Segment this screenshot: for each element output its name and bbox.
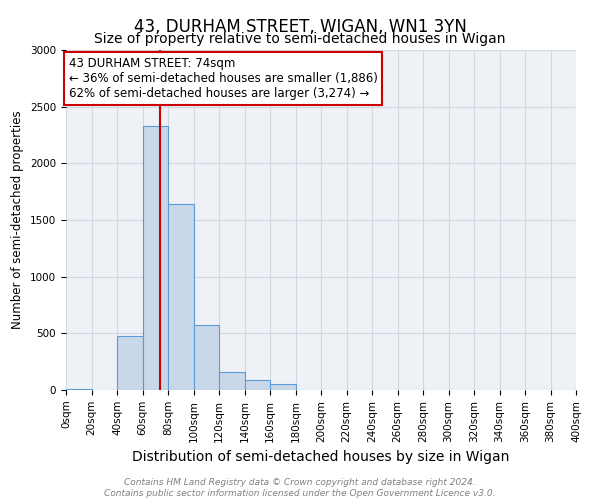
- Bar: [270, 384, 296, 390]
- Text: 43, DURHAM STREET, WIGAN, WN1 3YN: 43, DURHAM STREET, WIGAN, WN1 3YN: [134, 18, 466, 36]
- Bar: [219, 372, 245, 390]
- Text: Contains HM Land Registry data © Crown copyright and database right 2024.
Contai: Contains HM Land Registry data © Crown c…: [104, 478, 496, 498]
- X-axis label: Distribution of semi-detached houses by size in Wigan: Distribution of semi-detached houses by …: [133, 450, 509, 464]
- Bar: [245, 380, 270, 390]
- Bar: [193, 326, 219, 390]
- Bar: [143, 126, 168, 390]
- Bar: [117, 336, 143, 390]
- Bar: [168, 204, 193, 390]
- Text: Size of property relative to semi-detached houses in Wigan: Size of property relative to semi-detach…: [94, 32, 506, 46]
- Y-axis label: Number of semi-detached properties: Number of semi-detached properties: [11, 110, 25, 330]
- Text: 43 DURHAM STREET: 74sqm
← 36% of semi-detached houses are smaller (1,886)
62% of: 43 DURHAM STREET: 74sqm ← 36% of semi-de…: [68, 57, 377, 100]
